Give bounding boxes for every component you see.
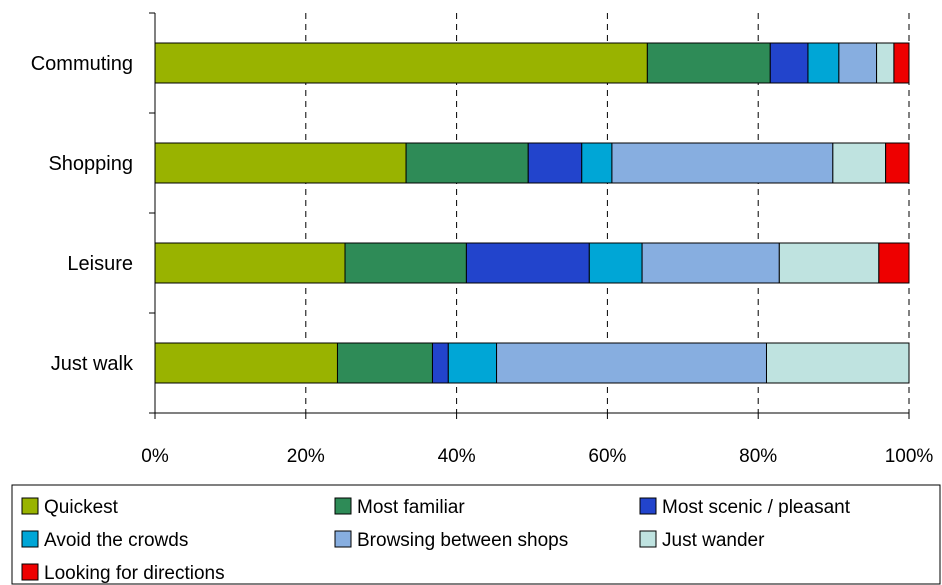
- legend-swatch: [639, 530, 657, 548]
- category-labels: Commuting Shopping Leisure Just walk: [31, 53, 134, 375]
- bar-segment: [588, 242, 643, 284]
- axes: [149, 12, 910, 419]
- x-tick-label: 100%: [885, 446, 934, 467]
- x-tick-label: 60%: [588, 446, 626, 467]
- x-tick-label: 80%: [739, 446, 777, 467]
- bar-segment: [832, 142, 887, 184]
- bar-segment: [344, 242, 467, 284]
- bar-segment: [878, 242, 910, 284]
- bar-segment: [765, 342, 910, 384]
- bars: [154, 42, 910, 384]
- bar-segment: [611, 142, 834, 184]
- x-tick-label: 20%: [287, 446, 325, 467]
- bar-segment: [876, 42, 895, 84]
- x-tick-labels: 0% 20% 40% 60% 80% 100%: [141, 446, 933, 467]
- bar-segment: [405, 142, 529, 184]
- bar-segment: [447, 342, 498, 384]
- legend-label: Browsing between shops: [357, 530, 568, 551]
- bar-segment: [336, 342, 433, 384]
- bar-segment: [769, 42, 809, 84]
- bar-segment: [154, 142, 407, 184]
- legend-label: Most scenic / pleasant: [662, 497, 851, 518]
- bar-segment: [646, 42, 771, 84]
- legend-swatch: [334, 530, 352, 548]
- bar-segment: [778, 242, 880, 284]
- category-label: Leisure: [67, 253, 133, 275]
- legend-label: Avoid the crowds: [44, 530, 188, 551]
- bar-segment: [581, 142, 613, 184]
- bar-segment: [838, 42, 878, 84]
- bar-segment: [527, 142, 583, 184]
- bar-segment: [154, 42, 648, 84]
- legend-frame: [11, 484, 941, 585]
- bar-segment: [641, 242, 780, 284]
- bar-segment: [807, 42, 840, 84]
- legend-swatch: [334, 497, 352, 515]
- legend-label: Quickest: [44, 497, 119, 518]
- bar-segment: [431, 342, 449, 384]
- bar-segment: [893, 42, 910, 84]
- legend-label: Most familiar: [357, 497, 465, 518]
- legend-swatch: [639, 497, 657, 515]
- bar-segment: [154, 242, 346, 284]
- category-label: Commuting: [31, 53, 133, 75]
- category-label: Shopping: [48, 153, 133, 175]
- legend-label: Just wander: [662, 530, 765, 551]
- legend-swatch: [21, 497, 39, 515]
- x-tick-label: 40%: [438, 446, 476, 467]
- legend-swatch: [21, 563, 39, 581]
- bar-segment: [154, 342, 338, 384]
- bar-segment: [496, 342, 767, 384]
- legend-swatch: [21, 530, 39, 548]
- bar-segment: [885, 142, 910, 184]
- legend: Quickest Most familiar Most scenic / pleas…: [11, 484, 941, 585]
- legend-label: Looking for directions: [44, 563, 225, 584]
- bar-segment: [465, 242, 590, 284]
- category-label: Just walk: [51, 353, 134, 375]
- x-tick-label: 0%: [141, 446, 169, 467]
